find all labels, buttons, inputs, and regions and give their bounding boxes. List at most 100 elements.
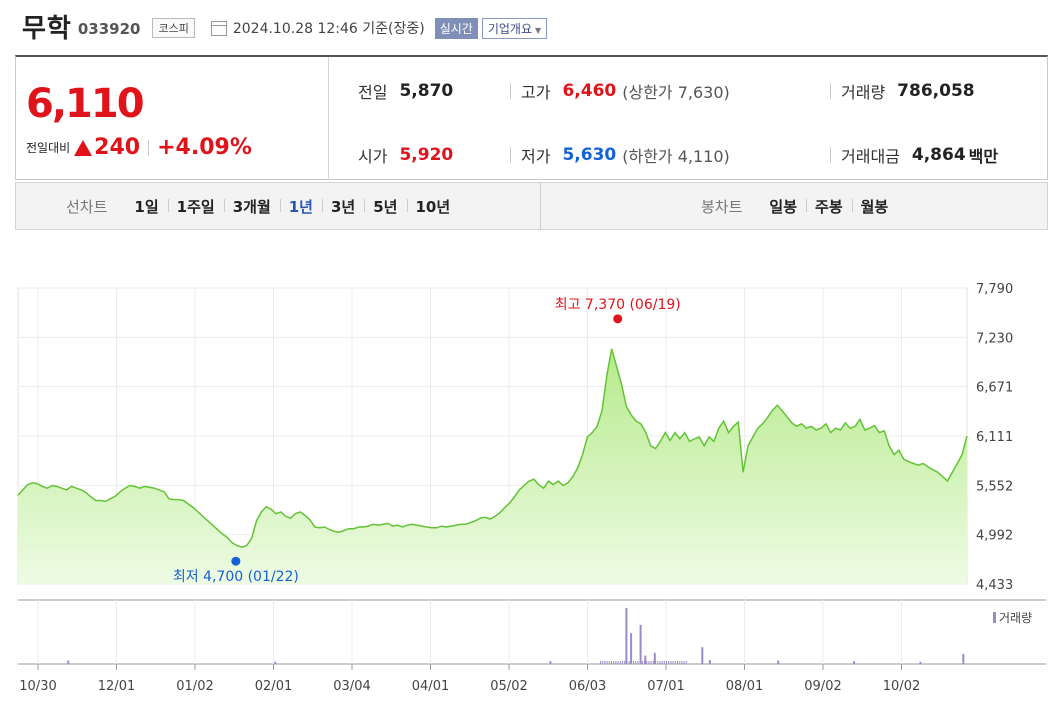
period-1y[interactable]: 1년 xyxy=(279,196,322,217)
y-tick-label: 4,992 xyxy=(976,529,1013,544)
x-tick-label: 12/01 xyxy=(98,679,135,694)
price-summary: 6,110 전일대비 240 +4.09% 전일 5,870 시가 5,920 … xyxy=(15,55,1048,180)
stock-name: 무학 xyxy=(22,13,72,44)
volume-bar xyxy=(626,661,628,664)
change-label: 전일대비 xyxy=(26,141,71,155)
x-tick-label: 06/03 xyxy=(569,679,606,694)
high-value: 6,460 xyxy=(562,81,617,101)
volume-bar xyxy=(652,661,654,664)
volume-legend: 거래량 xyxy=(999,611,1032,625)
volume-bar xyxy=(919,661,922,664)
volume-bar xyxy=(670,661,672,664)
candle-chart-label: 봉차트 xyxy=(701,197,743,216)
low-price: 저가 5,630 (하한가 4,110) xyxy=(521,143,730,167)
company-info-dropdown[interactable]: 기업개요 ▼ xyxy=(481,17,548,39)
market-badge: 코스피 xyxy=(152,18,195,38)
candle-daily[interactable]: 일봉 xyxy=(769,197,798,216)
volume-bar xyxy=(274,661,277,664)
volume-bar xyxy=(962,653,965,664)
volume-bar xyxy=(683,661,685,664)
divider xyxy=(148,139,150,156)
lower-limit: (하한가 4,110) xyxy=(622,147,730,166)
line-chart-label: 선차트 xyxy=(66,197,108,216)
period-3m[interactable]: 3개월 xyxy=(223,196,280,217)
volume-bar xyxy=(701,647,704,664)
period-1w[interactable]: 1주일 xyxy=(167,196,224,217)
y-tick-label: 6,671 xyxy=(976,381,1013,396)
low-value: 5,630 xyxy=(562,145,617,165)
price-area xyxy=(18,348,967,584)
volume-bar xyxy=(648,661,650,664)
volume-value: 786,058 xyxy=(897,81,975,101)
x-tick-label: 08/01 xyxy=(726,679,763,694)
upper-limit: (상한가 7,630) xyxy=(622,83,730,102)
x-tick-label: 10/30 xyxy=(19,679,56,694)
volume-bar xyxy=(659,661,661,664)
prev-close: 전일 5,870 xyxy=(358,79,453,103)
max-point xyxy=(613,314,623,324)
volume-bar xyxy=(641,661,643,664)
volume-bar xyxy=(619,661,621,664)
x-axis-ticks: 10/30 12/01 01/02 02/01 03/04 04/01 05/02 06/03… xyxy=(19,679,920,694)
price-change: 전일대비 240 +4.09% xyxy=(26,135,252,160)
price-line xyxy=(17,348,968,548)
y-axis-ticks: 7,790 7,230 6,671 6,111 5,552 4,992 4,433 xyxy=(976,282,1013,593)
volume-bar xyxy=(853,661,856,664)
company-info-label: 기업개요 xyxy=(487,21,533,36)
volume-bar xyxy=(777,660,780,664)
line-chart-periods: 선차트 1일 1주일 3개월 1년 3년 5년 10년 xyxy=(66,183,459,229)
period-10y[interactable]: 10년 xyxy=(406,196,460,217)
candle-weekly[interactable]: 주봉 xyxy=(806,196,852,217)
volume-bar xyxy=(661,661,663,664)
volume-bar xyxy=(679,661,681,664)
price-chart[interactable]: 7,790 7,230 6,671 6,111 5,552 4,992 4,433 10/3… xyxy=(0,240,1051,703)
current-price-panel: 6,110 전일대비 240 +4.09% xyxy=(16,57,329,180)
x-tick-label: 05/02 xyxy=(490,679,527,694)
amount-unit: 백만 xyxy=(968,147,999,166)
amount-label: 거래대금 xyxy=(841,147,900,166)
x-tick-label: 01/02 xyxy=(176,679,213,694)
min-point xyxy=(231,556,241,566)
volume-bar xyxy=(637,661,639,664)
period-3y[interactable]: 3년 xyxy=(322,196,364,217)
volume-bar xyxy=(622,661,623,664)
open-label: 시가 xyxy=(358,147,388,166)
x-tick-label: 03/04 xyxy=(333,679,370,694)
volume-bar xyxy=(635,661,637,664)
divider xyxy=(830,83,831,99)
x-tick-label: 09/02 xyxy=(804,679,841,694)
open-price: 시가 5,920 xyxy=(358,143,453,167)
volume-bar xyxy=(685,661,687,664)
volume-bar xyxy=(608,661,610,664)
min-annotation: 최저 4,700 (01/22) xyxy=(173,569,299,585)
change-percent: +4.09% xyxy=(157,135,252,160)
divider xyxy=(510,147,511,163)
realtime-button[interactable]: 실시간 xyxy=(434,17,478,39)
volume-bar xyxy=(639,624,642,664)
high-label: 고가 xyxy=(521,83,551,102)
trade-amount: 거래대금 4,864 백만 xyxy=(841,143,998,167)
up-triangle-icon xyxy=(74,139,93,156)
x-tick-label: 10/02 xyxy=(883,679,920,694)
stock-header: 무학 033920 코스피 2024.10.28 12:46 기준(장중) 실시… xyxy=(22,8,548,44)
volume-bar xyxy=(708,660,711,664)
volume-bar xyxy=(613,661,615,664)
candle-monthly[interactable]: 월봉 xyxy=(851,196,898,217)
open-value: 5,920 xyxy=(399,145,454,165)
volume-label: 거래량 xyxy=(841,83,886,102)
volume-bar xyxy=(602,661,604,664)
candle-chart-options: 봉차트 일봉 주봉 월봉 xyxy=(701,183,897,229)
volume-bar xyxy=(604,661,606,664)
y-tick-label: 5,552 xyxy=(976,479,1013,494)
period-1d[interactable]: 1일 xyxy=(134,197,159,216)
low-label: 저가 xyxy=(521,147,551,166)
prev-close-value: 5,870 xyxy=(399,81,454,101)
calendar-icon xyxy=(210,20,227,36)
volume-bar xyxy=(672,661,674,664)
volume-bar xyxy=(663,661,665,664)
volume-bar xyxy=(625,608,628,664)
y-tick-label: 4,433 xyxy=(976,578,1013,593)
period-5y[interactable]: 5년 xyxy=(364,196,406,217)
volume-bar xyxy=(624,661,626,664)
volume-bar xyxy=(600,661,601,664)
